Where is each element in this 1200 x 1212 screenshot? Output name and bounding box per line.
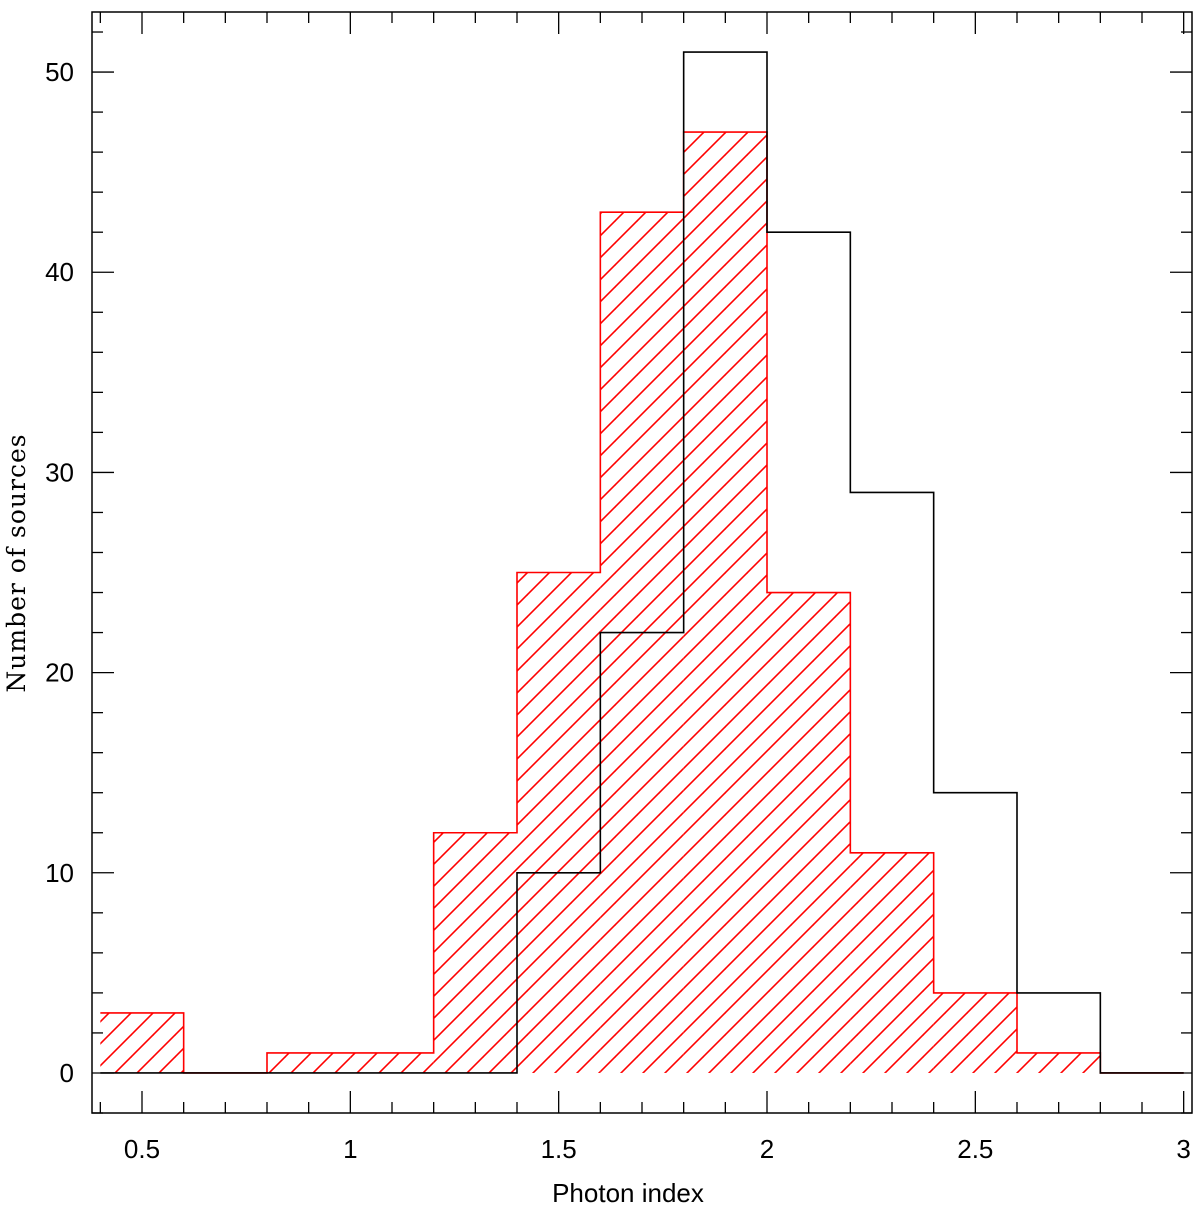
plot-frame: [91, 11, 1193, 1114]
y-axis-title: Number of sources: [2, 433, 31, 692]
y-tick-label: 40: [45, 257, 74, 287]
series-layer: [100, 51, 1184, 1074]
ticks-layer: [92, 12, 1192, 1114]
x-tick-label: 1: [343, 1134, 357, 1164]
y-tick-label: 30: [45, 457, 74, 487]
hatched-bar: [850, 852, 934, 1073]
hatched-bar: [100, 1012, 184, 1073]
outline-step-line: [100, 51, 1184, 1074]
hatched-series: [100, 131, 1184, 1074]
x-tick-label: 1.5: [541, 1134, 577, 1164]
x-tick-label: 3: [1176, 1134, 1190, 1164]
hatched-bar: [433, 832, 517, 1073]
y-tick-label: 10: [45, 858, 74, 888]
outline-series: [100, 51, 1184, 1074]
hatched-bar: [600, 212, 684, 1073]
x-tick-label: 2.5: [957, 1134, 993, 1164]
y-tick-label: 50: [45, 57, 74, 87]
y-tick-label: 0: [60, 1058, 74, 1088]
hatched-bar: [1017, 1052, 1101, 1073]
hatched-bar: [350, 1052, 434, 1073]
x-tick-label: 0.5: [124, 1134, 160, 1164]
hatched-bar: [933, 992, 1017, 1073]
hatched-bar: [517, 572, 601, 1073]
x-tick-label: 2: [760, 1134, 774, 1164]
x-axis-title: Photon index: [552, 1178, 704, 1208]
y-tick-label: 20: [45, 658, 74, 688]
hatched-bar: [683, 132, 767, 1073]
hatched-bar: [267, 1052, 351, 1073]
hatched-bar: [767, 592, 851, 1073]
